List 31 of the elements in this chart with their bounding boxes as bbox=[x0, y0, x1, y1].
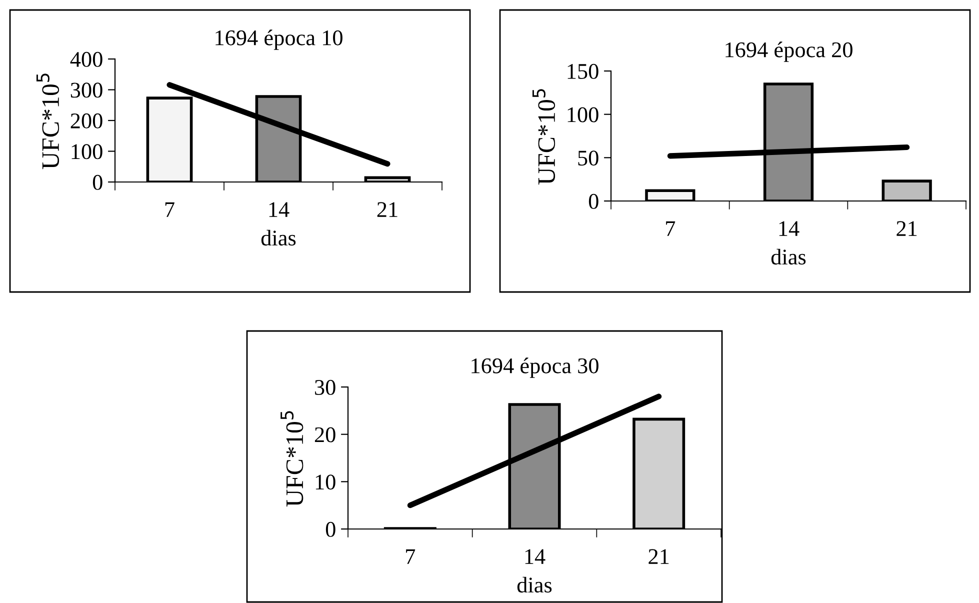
y-axis-title: UFC*10$^{5}$ bbox=[36, 74, 60, 170]
y-axis-title: UFC*10$^{5}$ bbox=[280, 411, 304, 507]
x-tick-label: 7 bbox=[406, 549, 416, 564]
y-axis-title: UFC*10$^{5}$ bbox=[532, 89, 556, 185]
x-axis-title: dias bbox=[261, 230, 296, 246]
y-tick-label: 100 bbox=[72, 144, 102, 160]
chart-title: 1694 época 10 bbox=[216, 30, 342, 50]
x-tick-label: 21 bbox=[896, 221, 917, 236]
y-tick-label: 0 bbox=[326, 522, 336, 537]
x-tick-label: 14 bbox=[525, 549, 546, 564]
chart-title: 1694 época 20 bbox=[726, 42, 852, 62]
y-tick-label: 150 bbox=[568, 64, 598, 79]
y-tick-label: 200 bbox=[70, 113, 102, 128]
x-tick-label: 7 bbox=[666, 221, 676, 236]
x-tick-label: 14 bbox=[269, 202, 290, 217]
x-tick-label: 7 bbox=[165, 202, 174, 217]
x-tick-label: 21 bbox=[648, 549, 669, 564]
y-tick-label: 100 bbox=[568, 107, 598, 122]
x-axis-title: dias bbox=[517, 576, 552, 593]
chart-title: 1694 época 30 bbox=[472, 358, 598, 378]
y-tick-label: 30 bbox=[315, 380, 336, 395]
y-tick-label: 400 bbox=[70, 52, 102, 67]
y-tick-label: 20 bbox=[314, 427, 336, 442]
y-tick-label: 0 bbox=[588, 194, 598, 209]
y-tick-label: 50 bbox=[578, 150, 598, 166]
y-tick-label: 0 bbox=[92, 174, 102, 190]
x-tick-label: 14 bbox=[779, 221, 800, 236]
y-tick-label: 10 bbox=[316, 474, 336, 490]
x-tick-label: 21 bbox=[377, 202, 398, 217]
y-tick-label: 300 bbox=[70, 82, 102, 98]
x-axis-title: dias bbox=[771, 248, 806, 265]
